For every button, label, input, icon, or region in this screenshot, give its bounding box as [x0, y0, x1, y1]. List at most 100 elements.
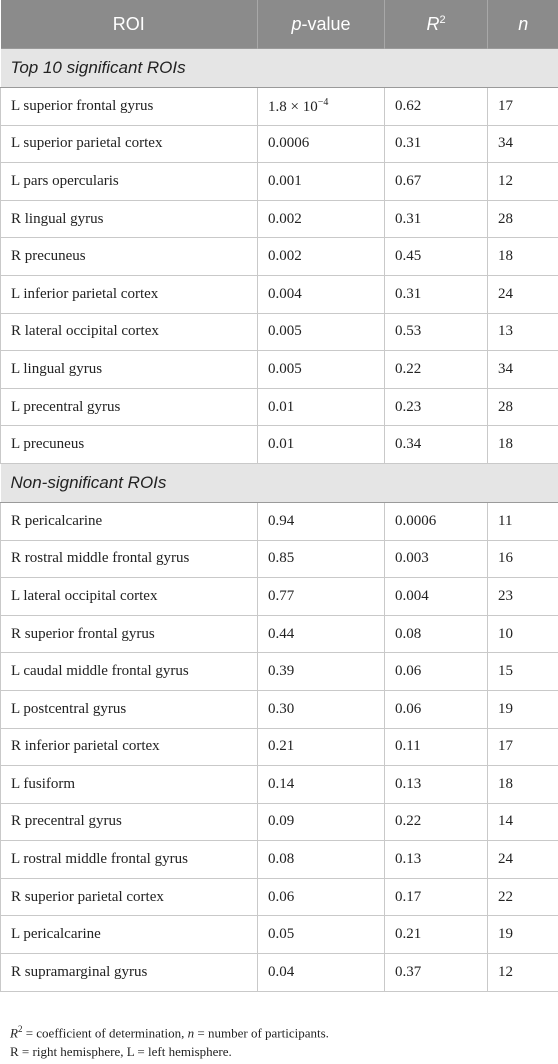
table-row: L pars opercularis 0.001 0.67 12 — [0, 162, 558, 201]
cell-roi: L superior frontal gyrus — [0, 87, 258, 126]
cell-p-value: 0.01 — [257, 425, 385, 464]
p-value-text: 0.05 — [268, 926, 295, 943]
cell-n: 18 — [487, 765, 558, 804]
cell-r-squared: 0.22 — [384, 803, 488, 842]
roi-results-table: ROI p-value R2 n Top 10 significant ROIs… — [0, 0, 558, 992]
cell-p-value: 0.0006 — [257, 125, 385, 164]
p-value-text: 0.85 — [268, 550, 295, 567]
section-title: Non-significant ROIs — [0, 462, 558, 503]
cell-r-squared: 0.67 — [384, 162, 488, 201]
section-row: Non-significant ROIs — [0, 462, 558, 503]
header-p-value: p-value — [257, 0, 385, 49]
cell-roi: R superior parietal cortex — [0, 878, 258, 917]
cell-r-squared: 0.22 — [384, 350, 488, 389]
cell-p-value: 0.04 — [257, 953, 385, 992]
cell-p-value: 0.005 — [257, 350, 385, 389]
cell-p-value: 0.004 — [257, 275, 385, 314]
cell-roi: R precuneus — [0, 237, 258, 276]
table-row: R rostral middle frontal gyrus 0.85 0.003 1… — [0, 540, 558, 579]
cell-roi: R pericalcarine — [0, 502, 258, 541]
cell-p-value: 0.002 — [257, 200, 385, 239]
table-row: L precentral gyrus 0.01 0.23 28 — [0, 388, 558, 427]
table-row: R lateral occipital cortex 0.005 0.53 13 — [0, 313, 558, 352]
cell-p-value: 0.77 — [257, 577, 385, 616]
cell-roi: R rostral middle frontal gyrus — [0, 540, 258, 579]
cell-n: 16 — [487, 540, 558, 579]
table-row: L fusiform 0.14 0.13 18 — [0, 765, 558, 804]
cell-n: 34 — [487, 125, 558, 164]
cell-roi: L lingual gyrus — [0, 350, 258, 389]
cell-p-value: 0.94 — [257, 502, 385, 541]
table-row: L postcentral gyrus 0.30 0.06 19 — [0, 690, 558, 729]
p-value-text: 0.21 — [268, 738, 295, 755]
header-n-letter: n — [518, 13, 529, 34]
table-row: R superior parietal cortex 0.06 0.17 22 — [0, 878, 558, 917]
cell-p-value: 0.21 — [257, 728, 385, 767]
cell-r-squared: 0.08 — [384, 615, 488, 654]
cell-r-squared: 0.53 — [384, 313, 488, 352]
cell-p-value: 0.05 — [257, 915, 385, 955]
table-row: R precuneus 0.002 0.45 18 — [0, 237, 558, 276]
cell-n: 24 — [487, 275, 558, 314]
footnote-r-superscript: 2 — [17, 1024, 23, 1034]
cell-roi: L precuneus — [0, 425, 258, 464]
cell-r-squared: 0.31 — [384, 200, 488, 239]
p-value-text: 0.005 — [268, 323, 302, 340]
cell-r-squared: 0.11 — [384, 728, 488, 767]
cell-n: 18 — [487, 237, 558, 276]
cell-p-value: 0.85 — [257, 540, 385, 579]
cell-roi: R supramarginal gyrus — [0, 953, 258, 992]
cell-roi: L pars opercularis — [0, 162, 258, 201]
table-footnotes: R2 = coefficient of determination, n = n… — [10, 1020, 550, 1061]
table-row: L lingual gyrus 0.005 0.22 34 — [0, 350, 558, 389]
table-row: L pericalcarine 0.05 0.21 19 — [0, 915, 558, 955]
p-value-text: 0.01 — [268, 398, 295, 415]
cell-p-value: 0.06 — [257, 878, 385, 917]
cell-p-value: 0.001 — [257, 162, 385, 201]
cell-n: 14 — [487, 803, 558, 842]
cell-r-squared: 0.0006 — [384, 502, 488, 541]
cell-roi: L pericalcarine — [0, 915, 258, 955]
cell-roi: R lingual gyrus — [0, 200, 258, 239]
cell-r-squared: 0.06 — [384, 690, 488, 729]
table-row: L superior frontal gyrus 1.8 × 10−4 0.62 17 — [0, 87, 558, 126]
cell-n: 19 — [487, 915, 558, 955]
cell-n: 23 — [487, 577, 558, 616]
cell-roi: L caudal middle frontal gyrus — [0, 652, 258, 691]
cell-n: 22 — [487, 878, 558, 917]
table-row: L precuneus 0.01 0.34 18 — [0, 425, 558, 464]
p-value-text: 0.77 — [268, 587, 295, 604]
cell-n: 28 — [487, 200, 558, 239]
p-value-text: 0.14 — [268, 775, 295, 792]
cell-roi: R superior frontal gyrus — [0, 615, 258, 654]
footnote-line-2: R = right hemisphere, L = left hemispher… — [10, 1044, 232, 1060]
cell-roi: L postcentral gyrus — [0, 690, 258, 729]
cell-p-value: 0.39 — [257, 652, 385, 691]
cell-roi: L rostral middle frontal gyrus — [0, 840, 258, 879]
header-p-suffix: -value — [301, 13, 351, 34]
footnote-n-letter: n — [187, 1025, 195, 1041]
cell-n: 17 — [487, 87, 558, 126]
table-row: L superior parietal cortex 0.0006 0.31 34 — [0, 125, 558, 164]
table-body: Top 10 significant ROIs L superior fronta… — [0, 48, 558, 992]
cell-p-value: 0.005 — [257, 313, 385, 352]
p-value-exponent: −4 — [317, 96, 329, 108]
p-value-text: 0.005 — [268, 360, 302, 377]
cell-n: 15 — [487, 652, 558, 691]
footnote-n-definition: = number of participants. — [194, 1025, 329, 1041]
section-title: Top 10 significant ROIs — [0, 48, 558, 88]
cell-r-squared: 0.34 — [384, 425, 488, 464]
cell-p-value: 1.8 × 10−4 — [257, 87, 385, 126]
p-value-text: 0.002 — [268, 210, 302, 227]
table-row: R lingual gyrus 0.002 0.31 28 — [0, 200, 558, 239]
cell-p-value: 0.08 — [257, 840, 385, 879]
footnote-r-definition: = coefficient of determination, — [22, 1025, 188, 1041]
cell-roi: L lateral occipital cortex — [0, 577, 258, 616]
cell-n: 24 — [487, 840, 558, 879]
p-value-text: 0.0006 — [268, 135, 310, 152]
cell-n: 13 — [487, 313, 558, 352]
cell-r-squared: 0.62 — [384, 87, 488, 126]
cell-p-value: 0.30 — [257, 690, 385, 729]
p-value-text: 0.002 — [268, 248, 302, 265]
p-value-text: 0.30 — [268, 700, 295, 717]
